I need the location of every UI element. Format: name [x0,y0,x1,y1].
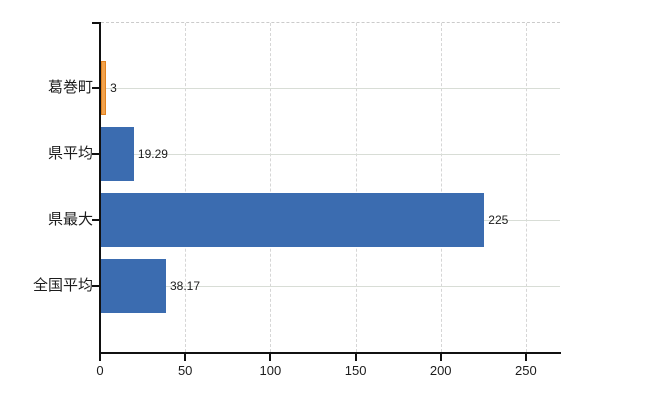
x-axis-tick-label: 200 [429,363,452,378]
x-axis-tick [99,354,101,361]
y-axis-tick [92,153,99,155]
vertical-gridline [525,23,527,352]
horizontal-gridline [101,286,560,287]
horizontal-gridline [101,88,560,89]
x-axis-tick-label: 100 [259,363,282,378]
vertical-gridline [270,23,272,352]
bar-value-label: 38.17 [170,279,201,293]
x-axis-tick-label: 250 [515,363,537,378]
x-axis-tick-label: 150 [344,363,367,378]
bar-value-label: 225 [488,213,509,227]
category-label: 県最大 [47,211,93,228]
horizontal-gridline [101,154,560,155]
x-axis-tick [439,354,442,361]
y-axis-top-cap-tick [92,22,99,24]
x-axis-tick [524,354,527,361]
category-label: 全国平均 [32,277,93,294]
y-axis-tick [92,219,99,221]
y-axis-tick [92,87,99,89]
x-axis-tick [354,354,357,361]
bar [101,259,166,313]
bar [101,127,134,181]
x-axis-tick [269,354,272,361]
vertical-gridline [355,23,357,352]
x-axis-tick [184,354,187,361]
vertical-gridline [185,23,187,352]
x-axis-tick-label: 50 [177,363,193,378]
y-axis-tick [92,285,99,287]
plot-top-border [101,22,560,23]
vertical-gridline [440,23,442,352]
bar [101,61,107,115]
bar [101,193,485,247]
category-label: 県平均 [47,145,93,162]
category-label: 葛巻町 [47,79,93,96]
y-axis-line [99,22,101,354]
bar-value-label: 19.29 [137,147,168,161]
x-axis-tick-label: 0 [96,363,104,378]
x-axis-line [99,352,561,354]
bar-value-label: 3 [110,81,117,95]
